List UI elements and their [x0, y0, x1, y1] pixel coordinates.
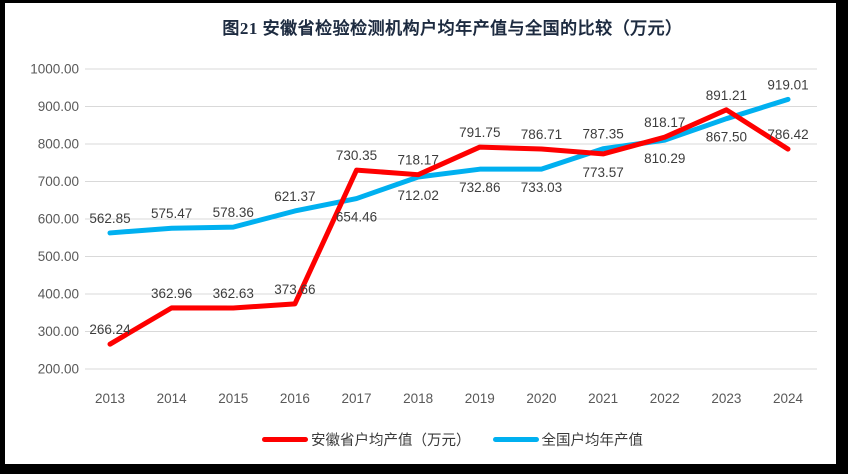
- line-chart: 200.00 300.00 400.00 500.00 600.00 700.00 800.…: [30, 62, 817, 406]
- data-label: 562.85: [89, 211, 130, 226]
- y-tick-label: 500.00: [38, 249, 79, 264]
- x-tick-label: 2021: [588, 391, 618, 406]
- y-tick-label: 200.00: [38, 362, 79, 377]
- chart-title: 图21 安徽省检验检测机构户均年产值与全国的比较（万元）: [222, 19, 683, 38]
- data-label: 919.01: [767, 77, 808, 92]
- legend-line-blue-icon: [492, 436, 539, 442]
- data-label: 791.75: [459, 125, 500, 140]
- legend-item-national: 全国户均年产值: [492, 429, 644, 450]
- x-tick-label: 2015: [218, 391, 248, 406]
- y-tick-label: 800.00: [38, 137, 79, 152]
- data-label: 733.03: [521, 180, 562, 195]
- legend-item-anhui: 安徽省户均产值（万元）: [262, 429, 471, 450]
- data-label: 786.71: [521, 127, 562, 142]
- data-label: 891.21: [706, 88, 747, 103]
- data-label: 362.63: [213, 286, 254, 301]
- y-tick-label: 700.00: [38, 174, 79, 189]
- data-label: 718.17: [398, 153, 439, 168]
- data-label: 621.37: [274, 189, 315, 204]
- data-label: 266.24: [89, 322, 131, 337]
- x-tick-label: 2023: [711, 391, 741, 406]
- x-tick-label: 2024: [773, 391, 804, 406]
- data-label: 362.96: [151, 286, 192, 301]
- data-label: 578.36: [213, 205, 254, 220]
- legend-label-anhui: 安徽省户均产值（万元）: [311, 432, 471, 449]
- legend-label-national: 全国户均年产值: [541, 432, 644, 449]
- x-tick-label: 2016: [280, 391, 310, 406]
- y-tick-label: 1000.00: [30, 62, 79, 77]
- data-label: 867.50: [706, 130, 747, 145]
- chart-canvas: 图21 安徽省检验检测机构户均年产值与全国的比较（万元） 200.00 300.0…: [5, 3, 836, 464]
- data-label: 787.35: [582, 127, 623, 142]
- series-line-1: [107, 96, 791, 236]
- series-line-0: [107, 107, 791, 347]
- data-label: 654.46: [336, 210, 377, 225]
- x-tick-label: 2017: [342, 391, 372, 406]
- x-tick-label: 2022: [650, 391, 680, 406]
- data-label: 712.02: [398, 188, 439, 203]
- x-tick-label: 2014: [157, 391, 188, 406]
- legend-line-red-icon: [262, 436, 308, 442]
- y-tick-label: 300.00: [38, 324, 79, 339]
- x-tick-label: 2019: [465, 391, 495, 406]
- data-label: 732.86: [459, 180, 500, 195]
- data-label: 575.47: [151, 206, 192, 221]
- data-label: 810.29: [644, 151, 685, 166]
- y-tick-label: 400.00: [38, 287, 79, 302]
- y-tick-label: 900.00: [38, 99, 79, 114]
- y-tick-label: 600.00: [38, 212, 79, 227]
- data-label: 786.42: [767, 127, 808, 142]
- x-tick-label: 2018: [403, 391, 433, 406]
- data-label: 818.17: [644, 115, 685, 130]
- x-tick-label: 2013: [95, 391, 125, 406]
- data-label: 730.35: [336, 148, 377, 163]
- data-label: 773.57: [582, 165, 623, 180]
- legend: 安徽省户均产值（万元） 全国户均年产值: [69, 429, 836, 449]
- data-label: 373.66: [274, 282, 315, 297]
- x-tick-label: 2020: [526, 391, 556, 406]
